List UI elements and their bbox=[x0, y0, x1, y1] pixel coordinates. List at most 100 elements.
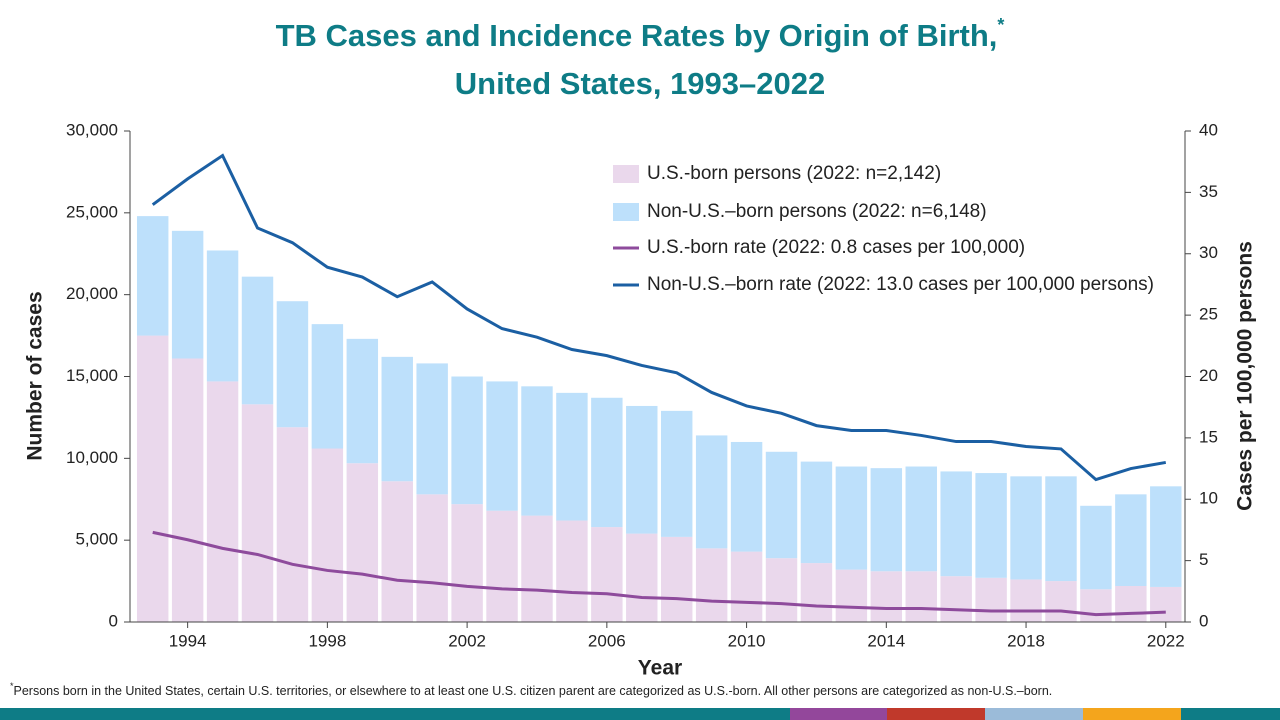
bar bbox=[940, 471, 972, 577]
y-tick-label: 25,000 bbox=[66, 202, 118, 221]
y-axis-title: Number of cases bbox=[24, 291, 47, 460]
footnote-text: Persons born in the United States, certa… bbox=[14, 684, 1053, 698]
bar bbox=[870, 468, 903, 572]
bar bbox=[695, 548, 728, 622]
x-tick-label: 2006 bbox=[588, 631, 626, 650]
x-tick-label: 2002 bbox=[448, 631, 486, 650]
bar bbox=[206, 250, 239, 382]
bar bbox=[171, 230, 204, 359]
y2-tick-label: 5 bbox=[1199, 550, 1208, 569]
bar bbox=[905, 466, 937, 572]
bar bbox=[800, 461, 833, 564]
bar bbox=[1115, 494, 1147, 586]
bar bbox=[975, 473, 1007, 578]
y2-tick-label: 0 bbox=[1199, 611, 1208, 630]
x-tick-label: 2010 bbox=[728, 631, 766, 650]
bar bbox=[241, 404, 274, 622]
bar bbox=[660, 536, 693, 622]
title-line: TB Cases and Incidence Rates by Origin o… bbox=[276, 18, 998, 53]
footnote: *Persons born in the United States, cert… bbox=[10, 681, 1052, 698]
bar bbox=[241, 276, 274, 405]
bar bbox=[206, 381, 239, 622]
footnote-mark: * bbox=[10, 681, 14, 691]
bar bbox=[451, 504, 483, 622]
bar bbox=[486, 381, 518, 511]
bar bbox=[416, 363, 448, 495]
bar bbox=[416, 494, 448, 622]
legend-label: Non-U.S.–born rate (2022: 13.0 cases per… bbox=[647, 274, 1154, 295]
y-tick-label: 20,000 bbox=[66, 284, 118, 303]
bar bbox=[975, 577, 1007, 622]
bar bbox=[276, 301, 309, 428]
bar bbox=[346, 338, 379, 464]
legend-label: U.S.-born rate (2022: 0.8 cases per 100,… bbox=[647, 237, 1025, 258]
bar bbox=[626, 405, 658, 534]
bar bbox=[276, 427, 309, 622]
bar bbox=[556, 520, 588, 622]
bar bbox=[556, 392, 588, 521]
y-tick-label: 30,000 bbox=[66, 120, 118, 139]
bar bbox=[905, 571, 937, 622]
bar bbox=[1010, 579, 1042, 622]
bar bbox=[870, 571, 903, 622]
bar bbox=[1150, 586, 1182, 622]
bar bbox=[626, 533, 658, 622]
bar bbox=[591, 397, 623, 528]
x-tick-label: 2014 bbox=[867, 631, 905, 650]
bar bbox=[136, 335, 169, 622]
bar bbox=[171, 358, 204, 622]
bar bbox=[1045, 581, 1077, 622]
bar bbox=[800, 563, 833, 622]
bar bbox=[521, 515, 553, 622]
chart-title: United States, 1993–2022 bbox=[455, 66, 826, 101]
x-tick-label: 1994 bbox=[169, 631, 207, 650]
bar bbox=[730, 551, 763, 622]
bar bbox=[660, 410, 693, 537]
bar bbox=[346, 463, 379, 622]
legend-swatch bbox=[613, 165, 639, 183]
bar bbox=[591, 527, 623, 622]
bar bbox=[451, 376, 483, 505]
bar bbox=[486, 510, 518, 622]
y2-tick-label: 35 bbox=[1199, 182, 1218, 201]
legend-swatch bbox=[613, 203, 639, 221]
bar bbox=[381, 481, 413, 622]
x-tick-label: 2022 bbox=[1147, 631, 1185, 650]
bar bbox=[311, 324, 344, 449]
legend-label: U.S.-born persons (2022: n=2,142) bbox=[647, 163, 941, 184]
bar bbox=[1010, 476, 1042, 580]
x-tick-label: 1998 bbox=[308, 631, 346, 650]
bar bbox=[1080, 505, 1112, 590]
bar bbox=[730, 441, 763, 552]
line bbox=[151, 153, 1167, 482]
y2-tick-label: 40 bbox=[1199, 120, 1218, 139]
y2-axis-title: Cases per 100,000 persons bbox=[1234, 241, 1257, 511]
y-tick-label: 15,000 bbox=[66, 366, 118, 385]
title-mark: * bbox=[997, 15, 1004, 35]
y2-tick-label: 10 bbox=[1199, 489, 1218, 508]
y2-tick-label: 15 bbox=[1199, 427, 1218, 446]
y-tick-label: 0 bbox=[109, 611, 118, 630]
y-tick-label: 10,000 bbox=[66, 448, 118, 467]
chart-title: TB Cases and Incidence Rates by Origin o… bbox=[276, 15, 1005, 53]
bar bbox=[765, 451, 798, 559]
line bbox=[152, 530, 1166, 617]
bar bbox=[381, 356, 413, 482]
y2-tick-label: 30 bbox=[1199, 243, 1218, 262]
bar bbox=[835, 466, 868, 570]
bar bbox=[1080, 589, 1112, 622]
bar bbox=[765, 558, 798, 622]
color-strip bbox=[0, 708, 1280, 720]
bar bbox=[136, 216, 169, 336]
bar bbox=[521, 386, 553, 516]
y-tick-label: 5,000 bbox=[75, 530, 118, 549]
bar bbox=[1045, 476, 1077, 582]
bar bbox=[1150, 486, 1182, 587]
y2-tick-label: 20 bbox=[1199, 366, 1218, 385]
bar bbox=[311, 448, 344, 622]
x-axis-title: Year bbox=[638, 657, 682, 680]
bar bbox=[1115, 585, 1147, 622]
x-tick-label: 2018 bbox=[1007, 631, 1045, 650]
bar bbox=[695, 435, 728, 549]
